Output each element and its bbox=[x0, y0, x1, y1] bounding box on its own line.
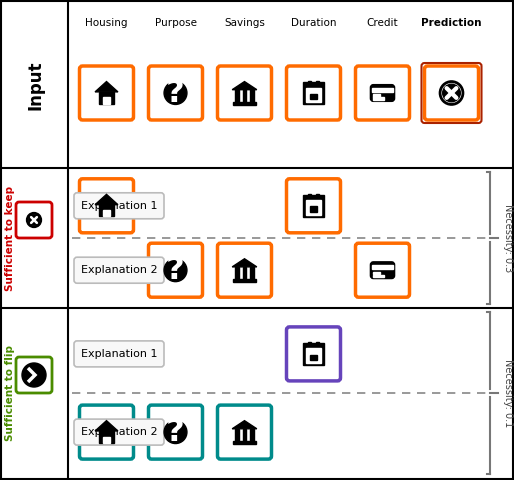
Bar bbox=[310, 355, 317, 360]
Text: Purpose: Purpose bbox=[155, 18, 196, 28]
Bar bbox=[373, 275, 384, 277]
Bar bbox=[373, 97, 384, 100]
Text: Credit: Credit bbox=[366, 18, 398, 28]
Bar bbox=[308, 342, 310, 345]
FancyBboxPatch shape bbox=[74, 193, 164, 219]
Bar bbox=[243, 89, 247, 102]
Text: Explanation 1: Explanation 1 bbox=[81, 201, 157, 211]
FancyBboxPatch shape bbox=[286, 327, 340, 381]
Text: Duration: Duration bbox=[291, 18, 336, 28]
Text: ?: ? bbox=[166, 255, 185, 286]
Circle shape bbox=[164, 420, 187, 444]
Text: Sufficient to keep: Sufficient to keep bbox=[5, 185, 15, 290]
Bar bbox=[99, 204, 114, 216]
FancyBboxPatch shape bbox=[217, 243, 271, 297]
Bar bbox=[303, 195, 324, 217]
Bar bbox=[103, 210, 109, 216]
Circle shape bbox=[29, 215, 39, 225]
Bar bbox=[310, 94, 317, 99]
FancyBboxPatch shape bbox=[80, 405, 134, 459]
FancyBboxPatch shape bbox=[149, 243, 203, 297]
Text: Explanation 1: Explanation 1 bbox=[81, 349, 157, 359]
FancyBboxPatch shape bbox=[371, 84, 395, 101]
Text: Prediction: Prediction bbox=[421, 18, 482, 28]
Bar bbox=[233, 279, 256, 282]
Bar bbox=[317, 194, 319, 197]
Circle shape bbox=[27, 213, 41, 227]
Bar bbox=[317, 81, 319, 84]
Circle shape bbox=[22, 363, 46, 387]
Bar bbox=[250, 89, 253, 102]
Bar bbox=[373, 272, 380, 274]
Bar bbox=[235, 267, 240, 279]
Bar bbox=[103, 436, 109, 443]
Circle shape bbox=[443, 84, 461, 102]
Text: Savings: Savings bbox=[224, 18, 265, 28]
FancyBboxPatch shape bbox=[421, 63, 482, 123]
Bar bbox=[306, 200, 321, 215]
Bar bbox=[250, 267, 253, 279]
Text: Input: Input bbox=[26, 60, 44, 110]
Polygon shape bbox=[232, 420, 257, 429]
Text: Necessity: 0.3: Necessity: 0.3 bbox=[503, 204, 513, 272]
Text: Housing: Housing bbox=[85, 18, 128, 28]
Circle shape bbox=[440, 82, 463, 105]
FancyBboxPatch shape bbox=[16, 357, 52, 393]
Bar bbox=[235, 89, 240, 102]
FancyBboxPatch shape bbox=[286, 179, 340, 233]
Polygon shape bbox=[232, 82, 257, 90]
FancyBboxPatch shape bbox=[74, 419, 164, 445]
Circle shape bbox=[164, 259, 187, 282]
FancyBboxPatch shape bbox=[80, 179, 134, 233]
Bar bbox=[99, 92, 114, 104]
Bar bbox=[243, 267, 247, 279]
FancyBboxPatch shape bbox=[425, 66, 479, 120]
Bar bbox=[233, 102, 256, 105]
Bar bbox=[306, 348, 321, 363]
Bar bbox=[308, 81, 310, 84]
FancyBboxPatch shape bbox=[80, 66, 134, 120]
Polygon shape bbox=[95, 194, 118, 204]
FancyBboxPatch shape bbox=[356, 66, 410, 120]
Circle shape bbox=[164, 82, 187, 105]
FancyBboxPatch shape bbox=[16, 202, 52, 238]
FancyBboxPatch shape bbox=[286, 66, 340, 120]
Text: Explanation 2: Explanation 2 bbox=[81, 427, 157, 437]
FancyBboxPatch shape bbox=[217, 405, 271, 459]
Text: ?: ? bbox=[166, 417, 185, 448]
FancyBboxPatch shape bbox=[149, 66, 203, 120]
Polygon shape bbox=[95, 420, 118, 431]
Bar bbox=[308, 194, 310, 197]
FancyBboxPatch shape bbox=[149, 405, 203, 459]
Bar bbox=[303, 343, 324, 365]
FancyBboxPatch shape bbox=[74, 257, 164, 283]
Bar bbox=[250, 429, 253, 441]
Polygon shape bbox=[232, 259, 257, 267]
Bar bbox=[103, 97, 109, 104]
Bar bbox=[373, 94, 380, 96]
Bar bbox=[99, 431, 114, 443]
Text: ?: ? bbox=[166, 78, 185, 109]
Text: Explanation 2: Explanation 2 bbox=[81, 265, 157, 275]
Bar bbox=[303, 82, 324, 104]
Text: Sufficient to flip: Sufficient to flip bbox=[5, 345, 15, 441]
Bar bbox=[317, 342, 319, 345]
FancyBboxPatch shape bbox=[74, 341, 164, 367]
Bar bbox=[372, 265, 393, 269]
FancyBboxPatch shape bbox=[217, 66, 271, 120]
Bar bbox=[310, 206, 317, 212]
Bar bbox=[233, 441, 256, 444]
Bar bbox=[306, 87, 321, 102]
FancyBboxPatch shape bbox=[356, 243, 410, 297]
Bar bbox=[372, 88, 393, 92]
FancyBboxPatch shape bbox=[371, 262, 395, 278]
Text: Necessity: 0.1: Necessity: 0.1 bbox=[503, 359, 513, 427]
Bar bbox=[243, 429, 247, 441]
Bar bbox=[235, 429, 240, 441]
Polygon shape bbox=[95, 82, 118, 92]
